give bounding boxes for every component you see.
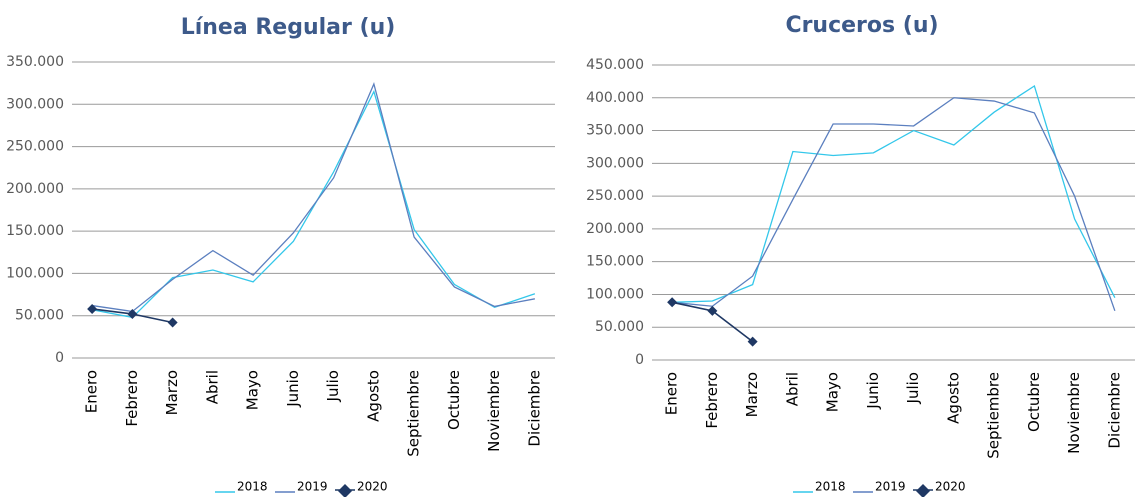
x-tick-label: Noviembre (1065, 372, 1083, 454)
legend-label: 2020 (935, 480, 966, 494)
x-tick-label: Mayo (244, 370, 262, 410)
x-tick-label: Mayo (824, 372, 842, 412)
y-tick-label: 0 (635, 352, 644, 368)
point-marker (707, 305, 718, 316)
y-tick-label: 450.000 (586, 57, 644, 73)
x-tick-label: Diciembre (525, 370, 543, 447)
x-tick-label: Octubre (1025, 372, 1043, 432)
x-tick-label: Febrero (123, 370, 141, 427)
y-tick-label: 250.000 (6, 139, 64, 155)
y-tick-label: 250.000 (586, 188, 644, 204)
y-tick-label: 150.000 (6, 223, 64, 239)
series-line (672, 84, 1116, 303)
y-tick-label: 200.000 (586, 221, 644, 237)
point-marker (167, 317, 178, 328)
legend-label: 2019 (875, 480, 906, 494)
legend-label: 2020 (357, 480, 388, 494)
chart-title: Línea Regular (u) (181, 15, 396, 40)
point-marker (747, 336, 758, 347)
x-tick-label: Junio (864, 372, 882, 410)
x-tick-label: Octubre (445, 370, 463, 430)
y-tick-label: 100.000 (586, 286, 644, 302)
series-line (672, 97, 1116, 312)
y-tick-label: 50.000 (15, 308, 64, 324)
y-tick-label: 350.000 (586, 123, 644, 139)
y-tick-label: 200.000 (6, 181, 64, 197)
y-tick-label: 300.000 (586, 155, 644, 171)
x-tick-label: Abril (783, 372, 801, 406)
legend-label: 2018 (815, 480, 846, 494)
legend-label: 2019 (297, 480, 328, 494)
series-line (92, 81, 535, 313)
legend-label: 2018 (237, 480, 268, 494)
x-tick-label: Junio (284, 370, 302, 408)
x-tick-label: Agosto (944, 372, 962, 424)
x-tick-label: Julio (324, 370, 342, 402)
x-tick-label: Agosto (364, 370, 382, 422)
x-tick-label: Febrero (703, 372, 721, 429)
x-tick-label: Julio (904, 372, 922, 404)
legend-swatch (338, 484, 352, 497)
x-tick-label: Marzo (163, 370, 181, 415)
y-tick-label: 0 (55, 350, 64, 366)
x-tick-label: Septiembre (985, 372, 1003, 459)
y-tick-label: 400.000 (586, 90, 644, 106)
chart-title: Cruceros (u) (785, 13, 938, 38)
y-tick-label: 100.000 (6, 265, 64, 281)
x-tick-label: Enero (83, 370, 101, 413)
legend-swatch (916, 484, 930, 497)
y-tick-label: 150.000 (586, 254, 644, 270)
y-tick-label: 50.000 (595, 319, 644, 335)
x-tick-label: Noviembre (485, 370, 503, 452)
y-tick-label: 350.000 (6, 54, 64, 70)
point-marker (87, 303, 98, 314)
x-tick-label: Marzo (743, 372, 761, 417)
x-tick-label: Enero (663, 372, 681, 415)
y-tick-label: 300.000 (6, 96, 64, 112)
x-tick-label: Septiembre (405, 370, 423, 457)
x-tick-label: Abril (203, 370, 221, 404)
point-marker (667, 297, 678, 308)
x-tick-label: Diciembre (1105, 372, 1123, 449)
point-marker (127, 309, 138, 320)
